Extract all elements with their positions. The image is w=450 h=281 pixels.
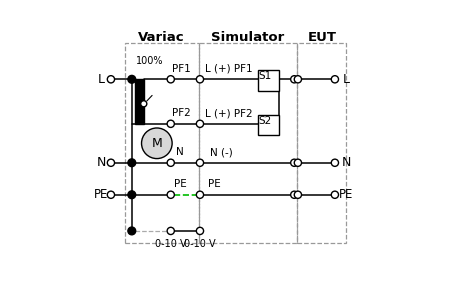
Circle shape <box>107 76 115 83</box>
Bar <box>258 115 279 135</box>
Circle shape <box>128 191 136 199</box>
Circle shape <box>142 128 172 158</box>
Circle shape <box>294 76 302 83</box>
Circle shape <box>291 191 298 198</box>
Text: L (+) PF2: L (+) PF2 <box>205 108 253 118</box>
Text: EUT: EUT <box>307 31 336 44</box>
Text: PF2: PF2 <box>172 108 191 118</box>
Bar <box>135 79 144 124</box>
Text: L: L <box>98 73 105 86</box>
Text: N: N <box>342 156 351 169</box>
Text: S2: S2 <box>259 116 272 126</box>
Text: Variac: Variac <box>138 31 185 44</box>
Circle shape <box>128 159 136 167</box>
Circle shape <box>196 76 203 83</box>
Circle shape <box>167 191 174 198</box>
Circle shape <box>167 120 174 127</box>
Circle shape <box>107 159 115 166</box>
Circle shape <box>128 75 136 83</box>
Circle shape <box>294 159 302 166</box>
Text: PF1: PF1 <box>172 64 191 74</box>
Circle shape <box>331 76 338 83</box>
Text: S1: S1 <box>259 71 272 81</box>
Text: 0-10 V: 0-10 V <box>155 239 187 249</box>
Bar <box>198 43 297 243</box>
Circle shape <box>196 191 203 198</box>
Circle shape <box>294 191 302 198</box>
Circle shape <box>128 227 136 235</box>
Text: N: N <box>96 156 106 169</box>
Text: 100%: 100% <box>135 56 163 66</box>
Text: Simulator: Simulator <box>211 31 284 44</box>
Circle shape <box>196 120 203 127</box>
Circle shape <box>141 101 147 107</box>
Bar <box>125 43 198 243</box>
Bar <box>297 43 346 243</box>
Text: L: L <box>342 73 350 86</box>
Text: L (+) PF1: L (+) PF1 <box>205 64 253 74</box>
Text: 0-10 V: 0-10 V <box>184 239 216 249</box>
Text: PE: PE <box>94 188 108 201</box>
Circle shape <box>291 76 298 83</box>
Circle shape <box>167 159 174 166</box>
Text: PE: PE <box>174 179 186 189</box>
Circle shape <box>167 227 174 235</box>
Text: M: M <box>152 137 162 150</box>
Text: N (-): N (-) <box>210 147 233 157</box>
Circle shape <box>331 159 338 166</box>
Text: N: N <box>176 147 184 157</box>
Circle shape <box>291 159 298 166</box>
Text: PE: PE <box>339 188 353 201</box>
Text: PE: PE <box>208 179 221 189</box>
Bar <box>258 70 279 91</box>
Circle shape <box>196 227 203 235</box>
Circle shape <box>167 76 174 83</box>
Circle shape <box>331 191 338 198</box>
Circle shape <box>107 191 115 198</box>
Circle shape <box>196 159 203 166</box>
